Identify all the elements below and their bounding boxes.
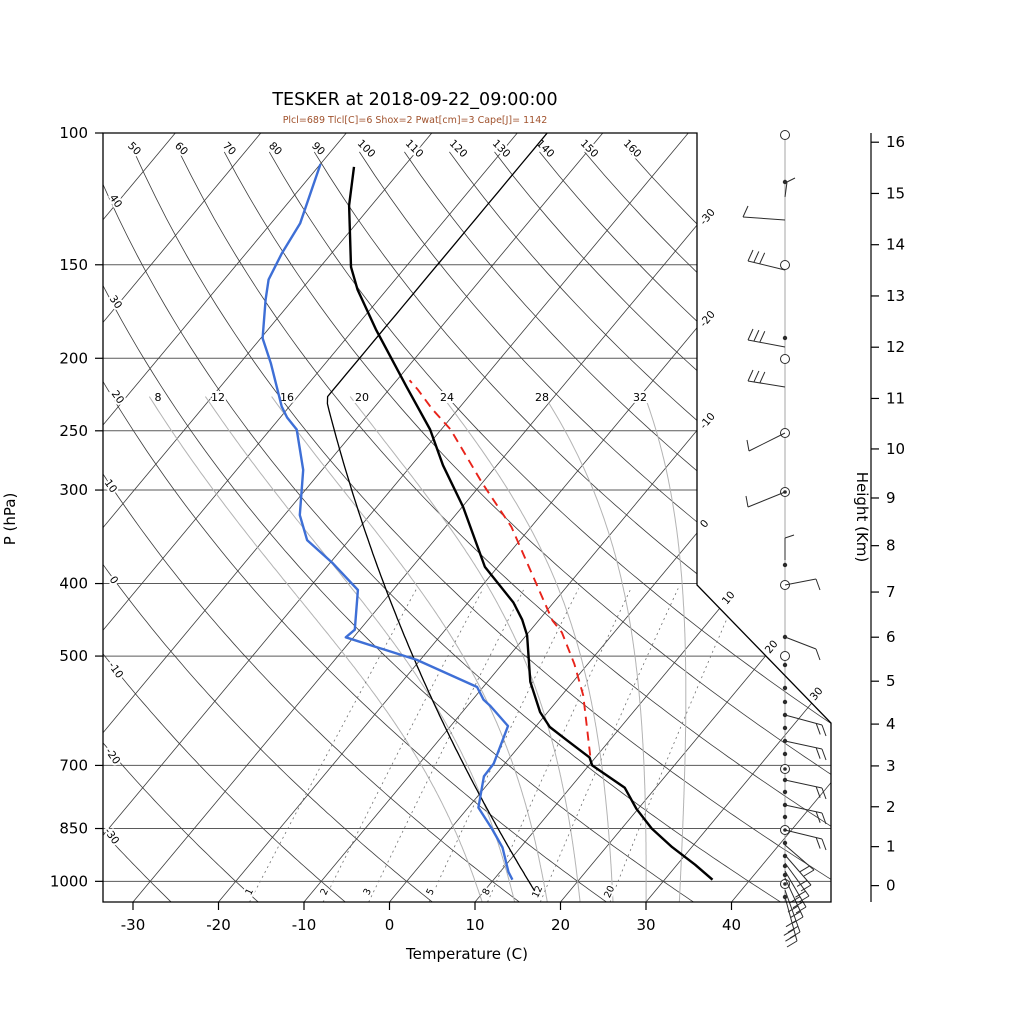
svg-text:200: 200	[59, 349, 88, 367]
svg-text:50: 50	[125, 140, 143, 158]
svg-text:-20: -20	[698, 309, 718, 330]
svg-text:15: 15	[886, 184, 905, 202]
svg-text:100: 100	[59, 124, 88, 142]
svg-text:20: 20	[602, 884, 617, 900]
plot-border	[102, 132, 832, 903]
family-labels: 50 60 70 80 90 100 110 120 130 140 150 160403020100…	[100, 136, 828, 902]
parcel-curve	[408, 379, 592, 756]
svg-text:10: 10	[886, 440, 905, 458]
svg-text:4: 4	[886, 715, 896, 733]
svg-text:90: 90	[309, 140, 327, 158]
svg-text:160: 160	[621, 138, 644, 161]
svg-text:500: 500	[59, 647, 88, 665]
svg-text:8: 8	[886, 537, 896, 555]
svg-text:10: 10	[720, 589, 738, 607]
svg-text:-10: -10	[292, 916, 317, 934]
svg-text:1: 1	[243, 887, 256, 897]
svg-text:30: 30	[808, 685, 826, 703]
svg-text:0: 0	[886, 877, 896, 895]
svg-text:100: 100	[355, 138, 378, 161]
wind-barb-column	[742, 130, 827, 948]
standard-atmosphere-curve	[326, 133, 548, 892]
svg-text:32: 32	[633, 391, 647, 404]
temperature-axis-title: Temperature (C)	[406, 945, 528, 963]
svg-text:-20: -20	[206, 916, 231, 934]
svg-text:150: 150	[578, 138, 601, 161]
svg-text:30: 30	[107, 293, 125, 311]
svg-text:0: 0	[698, 518, 711, 531]
svg-text:20: 20	[355, 391, 369, 404]
svg-text:0: 0	[385, 916, 395, 934]
svg-text:24: 24	[440, 391, 454, 404]
svg-text:40: 40	[107, 192, 125, 210]
svg-text:150: 150	[59, 256, 88, 274]
svg-text:40: 40	[722, 916, 741, 934]
chart-title: TESKER at 2018-09-22_09:00:00	[272, 90, 558, 110]
svg-text:10: 10	[465, 916, 484, 934]
svg-text:130: 130	[490, 138, 513, 161]
svg-text:6: 6	[886, 628, 896, 646]
grid-families	[103, 133, 831, 902]
svg-text:1: 1	[886, 838, 896, 856]
svg-text:28: 28	[535, 391, 549, 404]
svg-text:70: 70	[220, 140, 238, 158]
svg-text:-10: -10	[698, 411, 718, 432]
temperature-curve	[347, 166, 714, 881]
chart-subtitle: Plcl=689 Tlcl[C]=6 Shox=2 Pwat[cm]=3 Cap…	[282, 115, 548, 126]
svg-text:3: 3	[361, 887, 374, 897]
svg-text:80: 80	[266, 140, 284, 158]
svg-text:110: 110	[403, 138, 426, 161]
svg-text:8: 8	[155, 391, 162, 404]
svg-text:12: 12	[886, 338, 905, 356]
svg-text:850: 850	[59, 820, 88, 838]
svg-text:-30: -30	[698, 207, 718, 228]
svg-text:140: 140	[534, 138, 557, 161]
svg-text:3: 3	[886, 757, 896, 775]
svg-text:16: 16	[886, 133, 905, 151]
svg-text:11: 11	[886, 389, 905, 407]
svg-text:-30: -30	[121, 916, 146, 934]
svg-text:400: 400	[59, 575, 88, 593]
svg-text:-20: -20	[103, 746, 123, 767]
svg-text:700: 700	[59, 756, 88, 774]
svg-text:20: 20	[551, 916, 570, 934]
svg-text:12: 12	[211, 391, 225, 404]
svg-text:20: 20	[763, 638, 781, 656]
svg-text:30: 30	[636, 916, 655, 934]
svg-text:9: 9	[886, 489, 896, 507]
svg-text:300: 300	[59, 481, 88, 499]
svg-text:20: 20	[109, 388, 127, 406]
svg-text:10: 10	[102, 477, 120, 495]
svg-text:14: 14	[886, 236, 905, 254]
svg-text:5: 5	[886, 672, 896, 690]
svg-text:250: 250	[59, 422, 88, 440]
svg-text:60: 60	[172, 140, 190, 158]
svg-text:2: 2	[886, 798, 896, 816]
svg-text:13: 13	[886, 287, 905, 305]
svg-text:120: 120	[447, 138, 470, 161]
dewpoint-curve	[261, 163, 514, 881]
svg-text:5: 5	[424, 887, 437, 897]
svg-text:1000: 1000	[50, 872, 88, 890]
sounding-profiles	[261, 133, 714, 892]
svg-text:7: 7	[886, 583, 896, 601]
svg-text:16: 16	[280, 391, 294, 404]
